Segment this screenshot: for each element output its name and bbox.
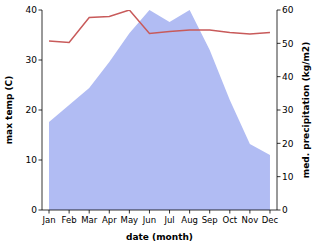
tick-label: 30 — [26, 55, 38, 65]
x-tick — [209, 210, 210, 214]
y-tick — [39, 60, 43, 61]
tick-label: Aug — [181, 215, 198, 225]
tick-label: 40 — [26, 5, 38, 15]
tick-label: Sep — [202, 215, 218, 225]
y2-tick — [277, 10, 281, 11]
tick-label: Jun — [142, 215, 156, 225]
x-tick — [169, 210, 170, 214]
chart: 0 10 20 30 40 0 10 20 30 40 50 60 Jan Feb Mar Apr MayJun… — [0, 0, 318, 247]
x-tick — [129, 210, 130, 214]
tick-label: 0 — [31, 205, 37, 215]
x-tick — [89, 210, 90, 214]
y-tick — [39, 210, 43, 211]
y2-tick — [277, 76, 281, 77]
x-tick — [109, 210, 110, 214]
tick-label: 20 — [26, 105, 38, 115]
precip-area — [49, 10, 270, 210]
y2-tick — [277, 176, 281, 177]
tick-label: 0 — [282, 205, 288, 215]
x-tick — [189, 210, 190, 214]
tick-label: 50 — [282, 39, 294, 49]
tick-label: Nov — [242, 215, 259, 225]
y-tick — [39, 10, 43, 11]
x-tick — [69, 210, 70, 214]
tick-label: 10 — [282, 172, 294, 182]
tick-label: Mar — [81, 215, 98, 225]
tick-label: May — [121, 215, 139, 225]
x-tick — [149, 210, 150, 214]
tick-label: Feb — [62, 215, 77, 225]
tick-label: Oct — [222, 215, 237, 225]
tick-label: Apr — [102, 215, 117, 225]
tick-label: 40 — [282, 72, 294, 82]
y2-axis-label: med. precipitation (kg/m2) — [301, 42, 311, 178]
x-axis-label: date (month) — [126, 232, 193, 242]
y2-tick — [277, 43, 281, 44]
y-tick — [39, 110, 43, 111]
y2-tick — [277, 110, 281, 111]
y-axis-label: max temp (C) — [4, 76, 14, 145]
x-tick — [229, 210, 230, 214]
tick-label: 30 — [282, 105, 294, 115]
plot-area — [49, 10, 270, 210]
x-tick — [249, 210, 250, 214]
tick-label: 20 — [282, 139, 294, 149]
x-tick — [269, 210, 270, 214]
x-tick — [49, 210, 50, 214]
tick-label: Dec — [262, 215, 279, 225]
y-tick — [39, 160, 43, 161]
tick-label: 60 — [282, 5, 294, 15]
temp-line — [49, 10, 270, 43]
y2-tick — [277, 143, 281, 144]
tick-label: Jul — [163, 215, 174, 225]
tick-label: 10 — [26, 155, 38, 165]
tick-label: Jan — [41, 215, 55, 225]
y2-tick — [277, 210, 281, 211]
x-axis — [42, 210, 277, 211]
